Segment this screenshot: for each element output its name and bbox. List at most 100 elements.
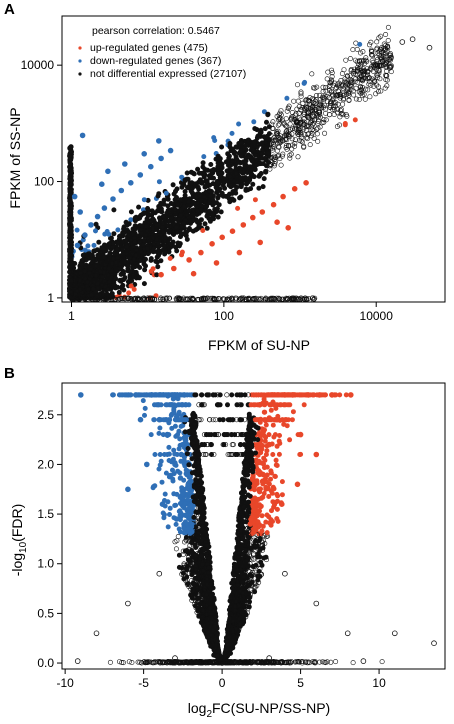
cloud-point (184, 236, 190, 242)
cloud-point (68, 144, 74, 150)
cloud-point (207, 208, 213, 214)
cloud-point (211, 175, 217, 181)
cloud-point (82, 247, 88, 253)
point-down (167, 147, 174, 154)
point-up (280, 193, 286, 200)
cloud-point (366, 42, 372, 48)
point-down (71, 193, 78, 200)
panel-a-y-label: FPKM of SS-NP (7, 107, 23, 208)
cloud-point (160, 220, 166, 226)
cloud-point (239, 140, 245, 146)
cloud-point (173, 546, 179, 552)
cloud-point (387, 51, 393, 57)
cloud-point (68, 149, 74, 155)
cloud-point (337, 95, 343, 101)
cloud-point (123, 219, 129, 225)
cloud-point (190, 200, 196, 206)
cloud-point (167, 228, 173, 234)
cloud-point (354, 46, 360, 52)
cloud-point (95, 253, 101, 259)
cloud-point (181, 182, 187, 188)
cloud-point (254, 135, 260, 141)
cloud-point (276, 432, 282, 438)
x-tick-label: 100 (214, 309, 234, 323)
cloud-point (185, 176, 191, 182)
cloud-point (88, 252, 94, 258)
cloud-point (156, 179, 162, 185)
cloud-point (148, 268, 154, 274)
cloud-point (270, 451, 276, 457)
cloud-point (67, 226, 73, 232)
cloud-point (146, 208, 152, 214)
cloud-point (201, 442, 207, 448)
point-down (79, 132, 86, 139)
cloud-point (229, 432, 235, 438)
cloud-point (274, 506, 280, 512)
cloud-point (276, 121, 282, 127)
point-up (236, 249, 243, 256)
cloud-point (294, 82, 300, 88)
cloud-point (150, 216, 156, 222)
cloud-point (218, 174, 224, 180)
cloud-point (235, 205, 241, 211)
cloud-point (178, 197, 184, 203)
cloud-point (244, 181, 250, 187)
cloud-point (85, 286, 91, 292)
cloud-point (211, 167, 217, 173)
cloud-point (229, 442, 235, 448)
cloud-point (385, 24, 391, 30)
cloud-point (80, 252, 86, 258)
cloud-point (175, 533, 181, 539)
cloud-point (126, 290, 132, 296)
cloud-point (137, 257, 143, 263)
point-up (198, 249, 204, 256)
panel-a-letter: A (4, 1, 15, 18)
cloud-point (168, 215, 174, 221)
cloud-point (322, 130, 328, 136)
panel-b-x-label-part-3: FC(SU-NP/SS-NP) (212, 700, 330, 716)
cloud-point (163, 190, 169, 196)
point-up (229, 228, 236, 235)
cloud-point (126, 233, 132, 239)
point-down (118, 187, 125, 194)
cloud-point (252, 197, 258, 203)
cloud-point (302, 79, 308, 85)
cloud-point (77, 265, 83, 271)
cloud-point (227, 173, 233, 179)
cloud-point (68, 289, 74, 295)
point-down (158, 155, 164, 162)
cloud-point (175, 432, 181, 438)
legend-marker-down (78, 59, 82, 63)
cloud-point (374, 39, 380, 45)
cloud-point (242, 163, 248, 169)
cloud-point (264, 464, 270, 470)
cloud-point (176, 242, 182, 248)
cloud-point (132, 215, 138, 221)
cloud-point (290, 409, 296, 415)
cloud-point (107, 250, 113, 256)
cloud-point (269, 490, 275, 496)
cloud-point (208, 162, 214, 168)
cloud-point (108, 235, 114, 241)
cloud-point (387, 57, 393, 63)
cloud-point (230, 146, 236, 152)
cloud-point (125, 262, 131, 268)
cloud-point (87, 270, 93, 276)
cloud-point (94, 247, 100, 253)
cloud-point (78, 270, 84, 276)
cloud-point (250, 158, 256, 164)
cloud-point (68, 278, 74, 284)
cloud-point (168, 241, 174, 247)
cloud-point (251, 119, 257, 125)
cloud-point (224, 392, 230, 398)
cloud-point (213, 184, 219, 190)
cloud-point (262, 156, 268, 162)
cloud-point (238, 175, 244, 181)
cloud-point (298, 93, 304, 99)
point-up (257, 239, 264, 246)
cloud-point (155, 241, 161, 247)
cloud-point (347, 56, 353, 62)
cloud-point (162, 249, 168, 255)
cloud-point (278, 162, 284, 168)
